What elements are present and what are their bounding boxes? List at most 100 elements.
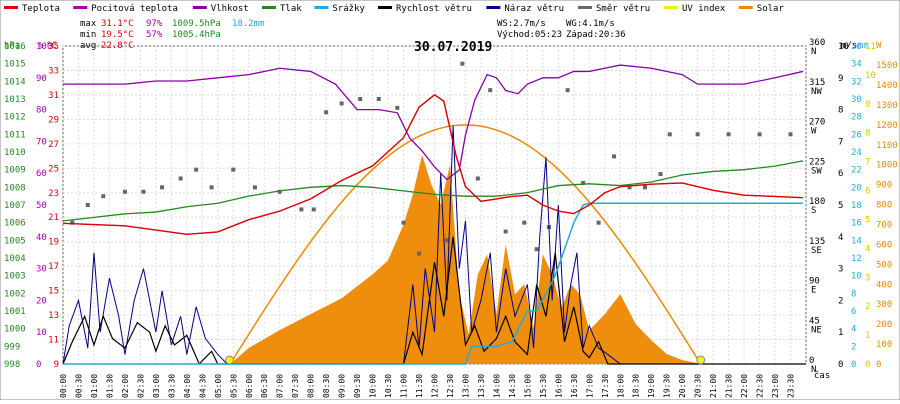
wind-direction-point: [460, 61, 465, 66]
tick-label-uv: 8: [865, 129, 870, 139]
tick-label-time: 04:00: [183, 374, 192, 398]
tick-label-direction: 315: [809, 78, 825, 88]
legend-swatch: [314, 6, 329, 9]
stats-min-hum: 57%: [146, 30, 163, 40]
legend-swatch: [192, 6, 207, 9]
tick-label-ms: 0: [838, 360, 843, 370]
stats-max-press: 1009.5hPa: [172, 19, 221, 29]
tick-label-hpa: 1003: [4, 272, 26, 282]
legend-label: Tlak: [280, 4, 302, 14]
wind-direction-point: [503, 229, 508, 234]
tick-label-percent: 40: [36, 233, 47, 243]
legend-swatch: [4, 6, 18, 9]
tick-label-time: 05:00: [214, 374, 223, 398]
tick-label-mm: 16: [851, 219, 862, 229]
tick-label-time: 20:30: [694, 374, 703, 398]
tick-label-mm: 8: [851, 289, 856, 299]
tick-label-hpa: 1005: [4, 236, 26, 246]
tick-label-mm: 0: [851, 360, 856, 370]
tick-label-celsius: 23: [48, 189, 59, 199]
tick-label-mm: 2: [851, 342, 856, 352]
stats-sunrise: Východ:05:23: [497, 30, 562, 40]
wind-direction-point: [417, 251, 422, 256]
tick-label-time: 23:00: [771, 374, 780, 398]
wind-direction-point: [141, 189, 146, 194]
stats-avg-label: avg: [80, 41, 96, 51]
tick-label-mm: 36: [851, 42, 862, 52]
stats-min-label: min: [80, 30, 96, 40]
tick-label-hpa: 1007: [4, 201, 26, 211]
tick-label-direction: 225: [809, 157, 825, 167]
tick-label-celsius: 35: [48, 42, 59, 52]
wind-direction-point: [311, 207, 316, 212]
tick-label-hpa: 1000: [4, 325, 26, 335]
tick-label-uv: 3: [865, 273, 870, 283]
stats-min-press: 1005.4hPa: [172, 30, 221, 40]
wind-direction-point: [757, 132, 762, 137]
wind-direction-point: [299, 207, 304, 212]
tick-label-mm: 28: [851, 113, 862, 123]
stats-wind-gust: WG:4.1m/s: [566, 19, 615, 29]
tick-label-time: 01:30: [105, 374, 114, 398]
wind-direction-point: [522, 220, 527, 225]
tick-label-time: 19:30: [663, 374, 672, 398]
tick-label-time: 00:00: [59, 374, 68, 398]
tick-label-direction-cardinal: SE: [811, 246, 822, 256]
tick-label-time: 11:30: [415, 374, 424, 398]
wind-direction-point: [376, 97, 381, 101]
stats-min-temp: 19.5°C: [101, 30, 134, 40]
tick-label-direction-cardinal: S: [811, 206, 816, 216]
tick-label-watts: 500: [876, 260, 892, 270]
tick-label-time: 21:00: [709, 374, 718, 398]
stats-wind-speed: WS:2.7m/s: [497, 19, 546, 29]
humidity-line: [63, 64, 804, 181]
tick-label-celsius: 29: [48, 115, 59, 125]
wind-direction-point: [178, 176, 183, 181]
wind-direction-point: [488, 88, 493, 93]
tick-label-hpa: 1012: [4, 113, 26, 123]
tick-label-watts: 1500: [876, 61, 898, 71]
stats-rain: 18.2mm: [232, 19, 265, 29]
tick-label-mm: 32: [851, 77, 862, 87]
tick-label-mm: 24: [851, 148, 862, 158]
tick-label-watts: 700: [876, 221, 892, 231]
pressure-line: [62, 160, 804, 222]
wind-direction-point: [85, 203, 90, 207]
tick-label-percent: 90: [36, 74, 47, 84]
tick-label-time: 19:00: [647, 374, 656, 398]
tick-label-direction-cardinal: N: [811, 47, 816, 57]
tick-label-direction: 135: [809, 237, 825, 247]
tick-label-uv: 10: [865, 71, 876, 81]
tick-label-time: 07:30: [291, 374, 300, 398]
tick-label-uv: 1: [865, 331, 870, 341]
tick-label-uv: 4: [865, 244, 870, 254]
tick-label-ms: 10: [838, 42, 849, 52]
wind-direction-point: [643, 185, 648, 190]
wind-direction-point: [101, 194, 106, 199]
tick-label-hpa: 1014: [4, 77, 26, 87]
tick-label-direction: 180: [809, 197, 825, 207]
tick-label-celsius: 21: [48, 213, 59, 223]
tick-label-time: 22:00: [740, 374, 749, 398]
tick-label-hpa: 1002: [4, 289, 26, 299]
tick-label-time: 00:30: [74, 374, 83, 398]
tick-label-ms: 6: [838, 169, 843, 179]
tick-label-time: 08:30: [322, 374, 331, 398]
legend-label: Směr větru: [596, 4, 650, 14]
tick-label-celsius: 11: [48, 336, 59, 346]
tick-label-time: 21:30: [725, 374, 734, 398]
legend-label: Srážky: [332, 4, 365, 14]
wind-direction-point: [324, 110, 329, 115]
legend-label: Vlhkost: [211, 4, 249, 14]
tick-label-mm: 14: [851, 236, 862, 246]
sunset-marker: [696, 355, 706, 365]
legend-swatch: [738, 6, 753, 9]
tick-label-mm: 34: [851, 60, 862, 70]
tick-label-time: 02:00: [121, 374, 130, 398]
wind-speed-line: [62, 236, 806, 366]
wind-direction-point: [209, 185, 214, 190]
tick-label-time: 18:30: [632, 374, 641, 398]
axis-unit-time: čas: [814, 370, 830, 381]
wind-direction-point: [565, 88, 570, 93]
wind-direction-point: [534, 247, 539, 252]
